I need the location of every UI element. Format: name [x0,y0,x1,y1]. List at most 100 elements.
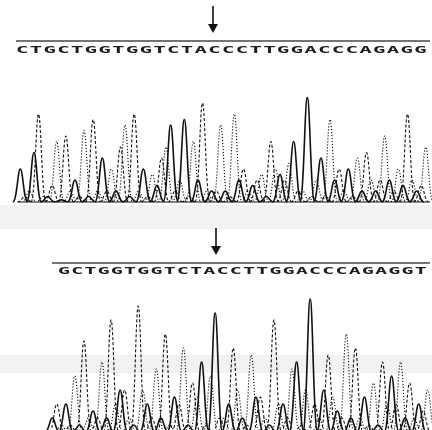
trace-peak-dotted [190,396,204,430]
trace-peak-dashed [76,340,92,430]
trace-peak-dashed [281,417,294,430]
trace-peak-dashed [402,382,417,430]
trace-group [12,96,432,203]
trace-peak-solid [149,184,165,203]
trace-peak-dashed [262,140,279,203]
trace-peak-dotted [103,168,120,203]
trace-peak-solid [258,195,274,203]
trace-peak-dashed [172,403,186,430]
trace-peak-dashed [331,168,348,203]
trace-peak-dotted [272,403,285,430]
trace-peak-dotted [298,389,313,430]
trace-peak-solid [408,190,425,203]
trace-peak-solid [113,389,128,430]
trace-peak-solid [285,140,302,203]
trace-peak-dashed [181,195,197,203]
trace-peak-solid [182,424,194,430]
chromatogram-panel-top: CTGCTGGTGGTCTACCCTTGGACCCAGAGG [12,6,432,203]
trace-peak-dashed [308,403,322,430]
trace-peak-dashed [372,179,388,203]
trace-peak-dotted [226,113,243,203]
trace-peak-solid [412,403,426,430]
base-call-sequence: CTGCTGGTGGTCTACCCTTGGACCCAGAGG [16,45,428,56]
trace-peak-dashed [276,179,293,203]
trace-peak-dashed [358,151,375,203]
trace-peak-dotted [144,173,161,203]
trace-peak-solid [236,417,249,430]
trace-peak-dashed [317,195,334,203]
base-call-sequence: GCTGGTGGTCTACCTTGGACCCAGAGGT [58,266,428,277]
trace-peak-solid [271,173,289,203]
trace-peak-solid [276,403,290,430]
trace-peak-solid [46,417,59,430]
trace-peak-dashed [201,424,211,430]
trace-peak-dotted [89,190,106,203]
trace-peak-solid [74,424,85,430]
trace-peak-solid [289,361,304,430]
trace-peak-dotted [75,129,93,203]
trace-peak-dotted [240,190,256,203]
trace-peak-dotted [35,195,51,203]
trace-peak-solid [40,195,56,203]
trace-peak-dashed [321,354,336,430]
trace-peak-dashed [17,195,33,203]
trace-peak-dotted [109,403,122,430]
trace-peak-solid [135,168,152,203]
trace-peak-dotted [130,190,147,203]
trace-peak-solid [302,298,318,430]
trace-peak-solid [264,424,275,430]
trace-peak-dashed [266,319,282,430]
trace-peak-dotted [203,375,218,430]
trace-peak-dotted [48,140,65,203]
trace-peak-dotted [335,190,352,203]
trace-peak-dashed [213,417,226,430]
trace-peak-solid [162,124,179,203]
trace-peak-dotted [185,140,202,203]
trace-peak-solid [203,190,220,203]
trace-peak-dotted [176,347,191,430]
trace-peak-solid [94,157,111,203]
trace-peak-dashed [71,195,88,203]
trace-peak-solid [312,157,330,203]
trace-peak-solid [367,190,384,203]
trace-peak-dotted [294,190,311,203]
trace-peak-dashed [296,424,306,430]
trace-peak-solid [67,179,83,203]
trace-peak-dashed [50,403,64,430]
chromatogram-panel-bottom: GCTGGTGGTCTACCTTGGACCCAGAGGT [46,228,432,430]
trace-peak-dotted [321,118,339,203]
trace-peak-solid [222,403,236,430]
trace-peak-dotted [326,396,340,430]
trace-peak-dotted [376,135,393,203]
trace-peak-solid [326,179,343,203]
trace-peak-dotted [380,403,394,430]
trace-peak-solid [86,410,100,430]
trace-peak-dashed [336,417,348,430]
mutation-arrow-head [211,246,221,255]
trace-peak-solid [207,312,223,430]
scan-shadow-band [0,205,432,229]
trace-peak-dashed [348,347,363,430]
trace-peak-dashed [91,417,104,430]
trace-peak-solid [231,179,247,203]
trace-peak-dotted [21,190,38,203]
trace-peak-dashed [103,319,119,430]
trace-peak-solid [372,424,384,430]
trace-peak-dotted [94,361,110,430]
trace-peak-dashed [44,184,60,203]
trace-peak-dotted [149,368,164,430]
trace-peak-dotted [421,389,432,430]
trace-peak-dashed [57,135,74,203]
trace-peak-dashed [153,157,170,203]
trace-peak-dotted [349,157,366,203]
trace-peak-dotted [393,361,408,430]
trace-peak-dotted [67,375,82,430]
trace-peak-dashed [146,417,158,430]
trace-peak-dashed [65,424,76,430]
trace-peak-solid [167,396,182,430]
trace-peak-dashed [345,195,361,203]
trace-peak-dotted [199,190,215,203]
trace-peak-dashed [185,382,200,430]
trace-peak-dotted [244,354,259,430]
